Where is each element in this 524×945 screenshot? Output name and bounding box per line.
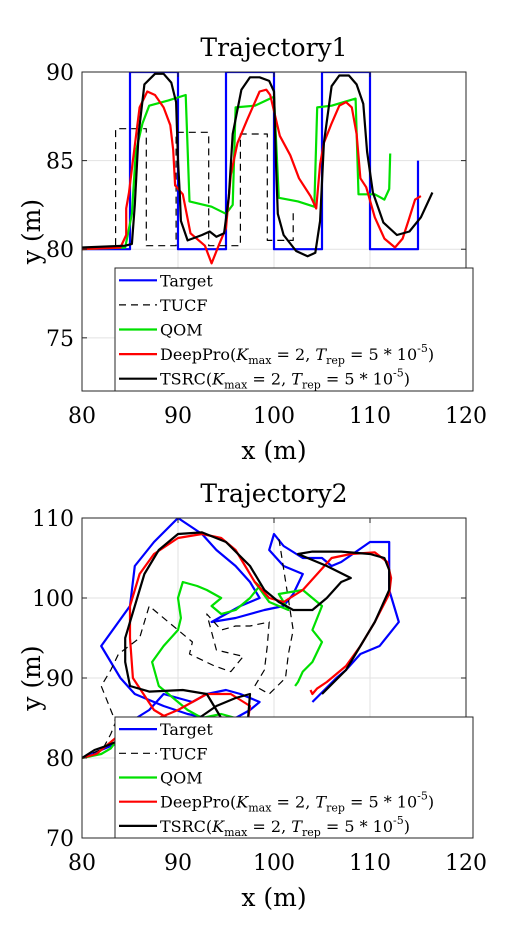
legend-label: Target bbox=[160, 271, 213, 290]
series-line-1 bbox=[82, 72, 420, 251]
y-tick-label: 85 bbox=[46, 150, 74, 175]
legend-label: TSRC(Kmax = 2, Trep = 5 * 10-5) bbox=[160, 367, 410, 392]
legend-label: TUCF bbox=[160, 296, 208, 315]
legend-label: TSRC(Kmax = 2, Trep = 5 * 10-5) bbox=[160, 814, 410, 839]
y-tick-label: 90 bbox=[46, 667, 74, 692]
x-axis-label: x (m) bbox=[241, 883, 306, 912]
chart-title: Trajectory2 bbox=[200, 479, 347, 508]
x-tick-label: 100 bbox=[253, 404, 295, 429]
legend-label: DeepPro(Kmax = 2, Trep = 5 * 10-5) bbox=[160, 790, 434, 815]
y-tick-label: 70 bbox=[46, 827, 74, 852]
x-tick-label: 90 bbox=[164, 404, 192, 429]
x-tick-label: 120 bbox=[445, 404, 487, 429]
series-line-3 bbox=[82, 93, 392, 251]
series-line-4 bbox=[82, 532, 393, 760]
legend-box bbox=[114, 267, 474, 392]
series-line-5 bbox=[82, 531, 391, 759]
legend: Target TUCF QOM DeepPro(Kmax = 2, Trep = 5 … bbox=[114, 716, 474, 839]
legend-box bbox=[114, 716, 474, 839]
legend-label: DeepPro(Kmax = 2, Trep = 5 * 10-5) bbox=[160, 342, 434, 367]
series-line-2 bbox=[82, 128, 294, 249]
x-tick-label: 110 bbox=[349, 851, 391, 876]
x-axis-label: x (m) bbox=[241, 436, 306, 465]
y-tick-label: 75 bbox=[46, 327, 74, 352]
y-tick-label: 110 bbox=[32, 507, 74, 532]
series-group bbox=[82, 518, 400, 760]
series-line-5 bbox=[82, 72, 434, 258]
legend-label: QOM bbox=[160, 769, 203, 788]
y-tick-label: 80 bbox=[46, 747, 74, 772]
y-axis-label: y (m) bbox=[17, 199, 46, 265]
y-tick-label: 80 bbox=[46, 238, 74, 263]
series-group bbox=[82, 72, 434, 265]
legend-label: Target bbox=[160, 720, 213, 739]
chart-title: Trajectory1 bbox=[200, 33, 347, 62]
x-tick-label: 100 bbox=[253, 851, 295, 876]
legend: Target TUCF QOM DeepPro(Kmax = 2, Trep = 5 … bbox=[114, 267, 474, 392]
x-tick-label: 110 bbox=[349, 404, 391, 429]
series-line-2 bbox=[82, 537, 294, 759]
x-tick-label: 80 bbox=[68, 851, 96, 876]
chart-1: 80 90 100 110 120 75 80 85 90 Trajectory1 x (m) y (… bbox=[17, 33, 487, 465]
y-tick-label: 100 bbox=[32, 587, 74, 612]
y-tick-label: 90 bbox=[46, 61, 74, 86]
x-tick-label: 90 bbox=[164, 851, 192, 876]
legend-label: TUCF bbox=[160, 744, 208, 763]
y-axis-label: y (m) bbox=[17, 645, 46, 711]
series-line-1 bbox=[82, 518, 400, 760]
legend-label: QOM bbox=[160, 321, 203, 340]
x-tick-label: 120 bbox=[445, 851, 487, 876]
x-tick-label: 80 bbox=[68, 404, 96, 429]
series-line-4 bbox=[82, 88, 422, 265]
